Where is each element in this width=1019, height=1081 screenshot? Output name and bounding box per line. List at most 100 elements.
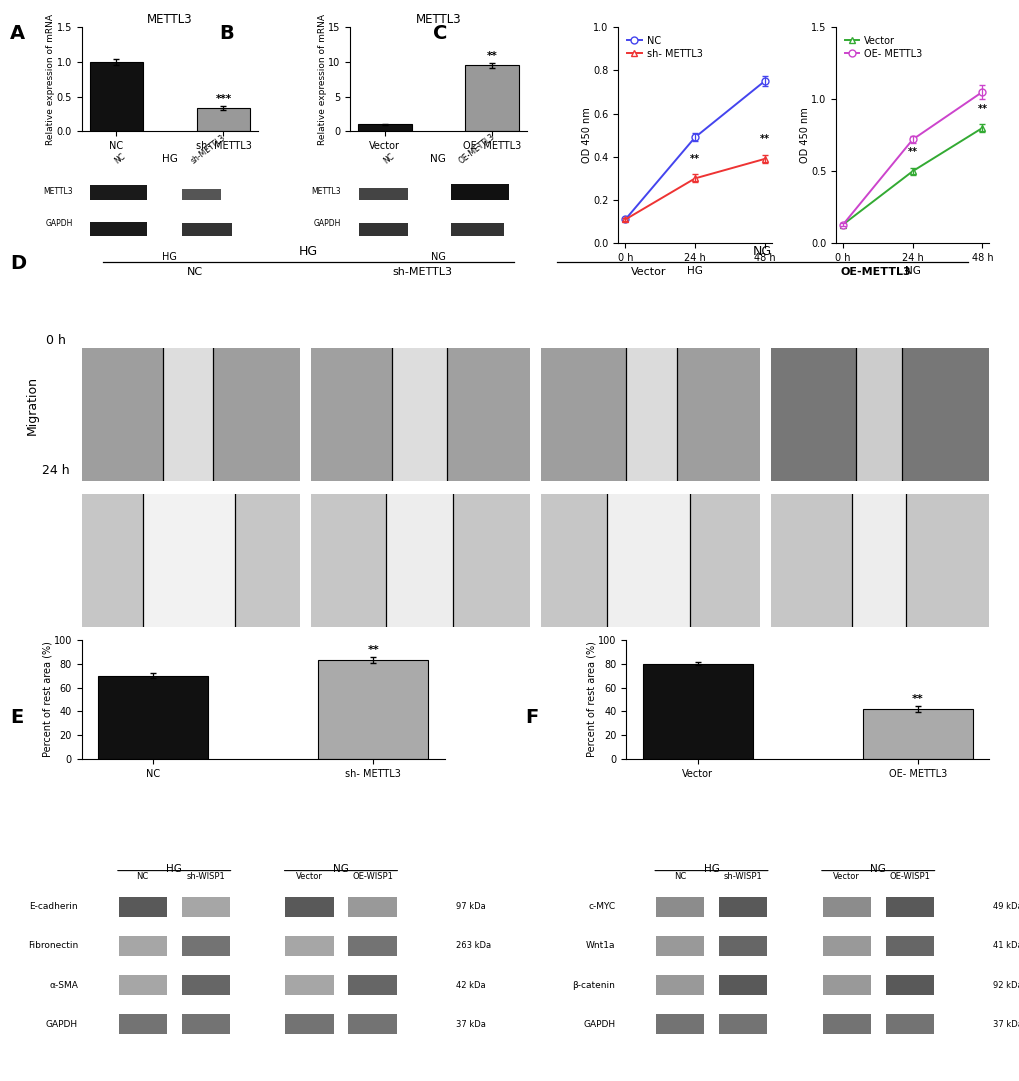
Bar — [855, 348, 901, 481]
Text: 24 h: 24 h — [42, 464, 70, 477]
NC — [758, 75, 770, 88]
Text: NG: NG — [333, 864, 348, 873]
X-axis label: HG: HG — [162, 154, 177, 164]
Bar — [181, 896, 229, 917]
Bar — [118, 1014, 167, 1035]
Text: 0 h: 0 h — [46, 334, 66, 347]
Text: NG: NG — [869, 864, 886, 873]
Text: GAPDH: GAPDH — [46, 218, 72, 227]
Text: OE-WISP1: OE-WISP1 — [889, 872, 929, 881]
Text: B: B — [219, 24, 233, 43]
Text: **: ** — [367, 644, 379, 655]
NC — [619, 213, 631, 226]
Bar — [181, 936, 229, 956]
Text: 37 kDa: 37 kDa — [993, 1019, 1019, 1029]
sh- METTL3 — [688, 172, 700, 185]
Text: GAPDH: GAPDH — [46, 1019, 77, 1029]
Text: Vector: Vector — [833, 872, 859, 881]
Bar — [359, 223, 408, 236]
Bar — [348, 975, 396, 996]
Text: GAPDH: GAPDH — [583, 1019, 614, 1029]
Bar — [118, 936, 167, 956]
Title: METTL3: METTL3 — [147, 13, 193, 26]
Vector — [837, 218, 849, 231]
Text: HG: HG — [299, 245, 318, 258]
Text: A: A — [10, 24, 25, 43]
Line: OE- METTL3: OE- METTL3 — [839, 89, 985, 228]
Bar — [718, 936, 766, 956]
Text: **: ** — [690, 154, 699, 163]
Bar — [884, 896, 933, 917]
Bar — [822, 936, 870, 956]
Text: **: ** — [907, 147, 917, 157]
Text: 263 kDa: 263 kDa — [455, 942, 490, 950]
Text: **: ** — [911, 694, 923, 704]
Text: Migration: Migration — [26, 376, 39, 435]
Y-axis label: Relative expression of mRNA: Relative expression of mRNA — [317, 14, 326, 145]
Vector — [975, 121, 987, 134]
OE- METTL3 — [906, 133, 918, 146]
Y-axis label: OD 450 nm: OD 450 nm — [582, 107, 591, 163]
Bar — [851, 494, 906, 627]
Y-axis label: Percent of rest area (%): Percent of rest area (%) — [42, 641, 52, 758]
Bar — [118, 896, 167, 917]
OE- METTL3 — [975, 85, 987, 98]
Text: F: F — [525, 708, 538, 728]
Text: Wnt1a: Wnt1a — [585, 942, 614, 950]
Bar — [197, 108, 250, 131]
Text: 42 kDa: 42 kDa — [455, 980, 485, 989]
sh- METTL3 — [619, 213, 631, 226]
Bar — [626, 348, 676, 481]
Text: HG: HG — [703, 864, 718, 873]
Bar — [98, 676, 208, 760]
Y-axis label: Relative expression of mRNA: Relative expression of mRNA — [46, 14, 55, 145]
Bar — [385, 494, 453, 627]
Text: NC: NC — [381, 151, 395, 165]
Text: METTL3: METTL3 — [311, 187, 340, 196]
Text: OE-METTL3: OE-METTL3 — [458, 132, 496, 165]
Text: **: ** — [759, 134, 769, 144]
Text: c-MYC: c-MYC — [588, 903, 614, 911]
sh- METTL3 — [758, 152, 770, 165]
Bar — [655, 896, 703, 917]
Text: NC: NC — [137, 872, 149, 881]
Bar — [655, 1014, 703, 1035]
Text: E: E — [10, 708, 23, 728]
X-axis label: HG: HG — [687, 266, 702, 276]
Text: HG: HG — [166, 864, 182, 873]
Bar — [348, 1014, 396, 1035]
Text: sh-WISP1: sh-WISP1 — [722, 872, 761, 881]
Title: METTL3: METTL3 — [415, 13, 461, 26]
Bar — [465, 65, 518, 131]
Line: sh- METTL3: sh- METTL3 — [622, 156, 767, 223]
Text: HG: HG — [162, 252, 177, 262]
Line: NC: NC — [622, 78, 767, 223]
Text: D: D — [10, 254, 26, 273]
Bar — [718, 1014, 766, 1035]
Y-axis label: Percent of rest area (%): Percent of rest area (%) — [586, 641, 596, 758]
Text: 97 kDa: 97 kDa — [455, 903, 485, 911]
Legend: Vector, OE- METTL3: Vector, OE- METTL3 — [840, 31, 925, 63]
Bar — [606, 494, 689, 627]
Text: α-SMA: α-SMA — [49, 980, 77, 989]
Text: ***: *** — [215, 94, 231, 104]
Bar — [358, 124, 411, 131]
Text: sh-METTL3: sh-METTL3 — [391, 267, 451, 277]
Bar — [884, 936, 933, 956]
Bar — [91, 222, 147, 236]
Text: GAPDH: GAPDH — [314, 218, 340, 227]
Text: OE-WISP1: OE-WISP1 — [352, 872, 392, 881]
Bar — [822, 1014, 870, 1035]
Text: 41 kDa: 41 kDa — [993, 942, 1019, 950]
Bar — [348, 936, 396, 956]
Bar — [655, 936, 703, 956]
Text: 92 kDa: 92 kDa — [993, 980, 1019, 989]
X-axis label: NG: NG — [904, 266, 920, 276]
Text: sh-METTL3: sh-METTL3 — [190, 133, 227, 165]
Bar — [822, 975, 870, 996]
Legend: NC, sh- METTL3: NC, sh- METTL3 — [623, 31, 706, 63]
Bar — [285, 896, 333, 917]
Bar — [285, 975, 333, 996]
Bar — [285, 936, 333, 956]
Bar — [642, 664, 752, 760]
